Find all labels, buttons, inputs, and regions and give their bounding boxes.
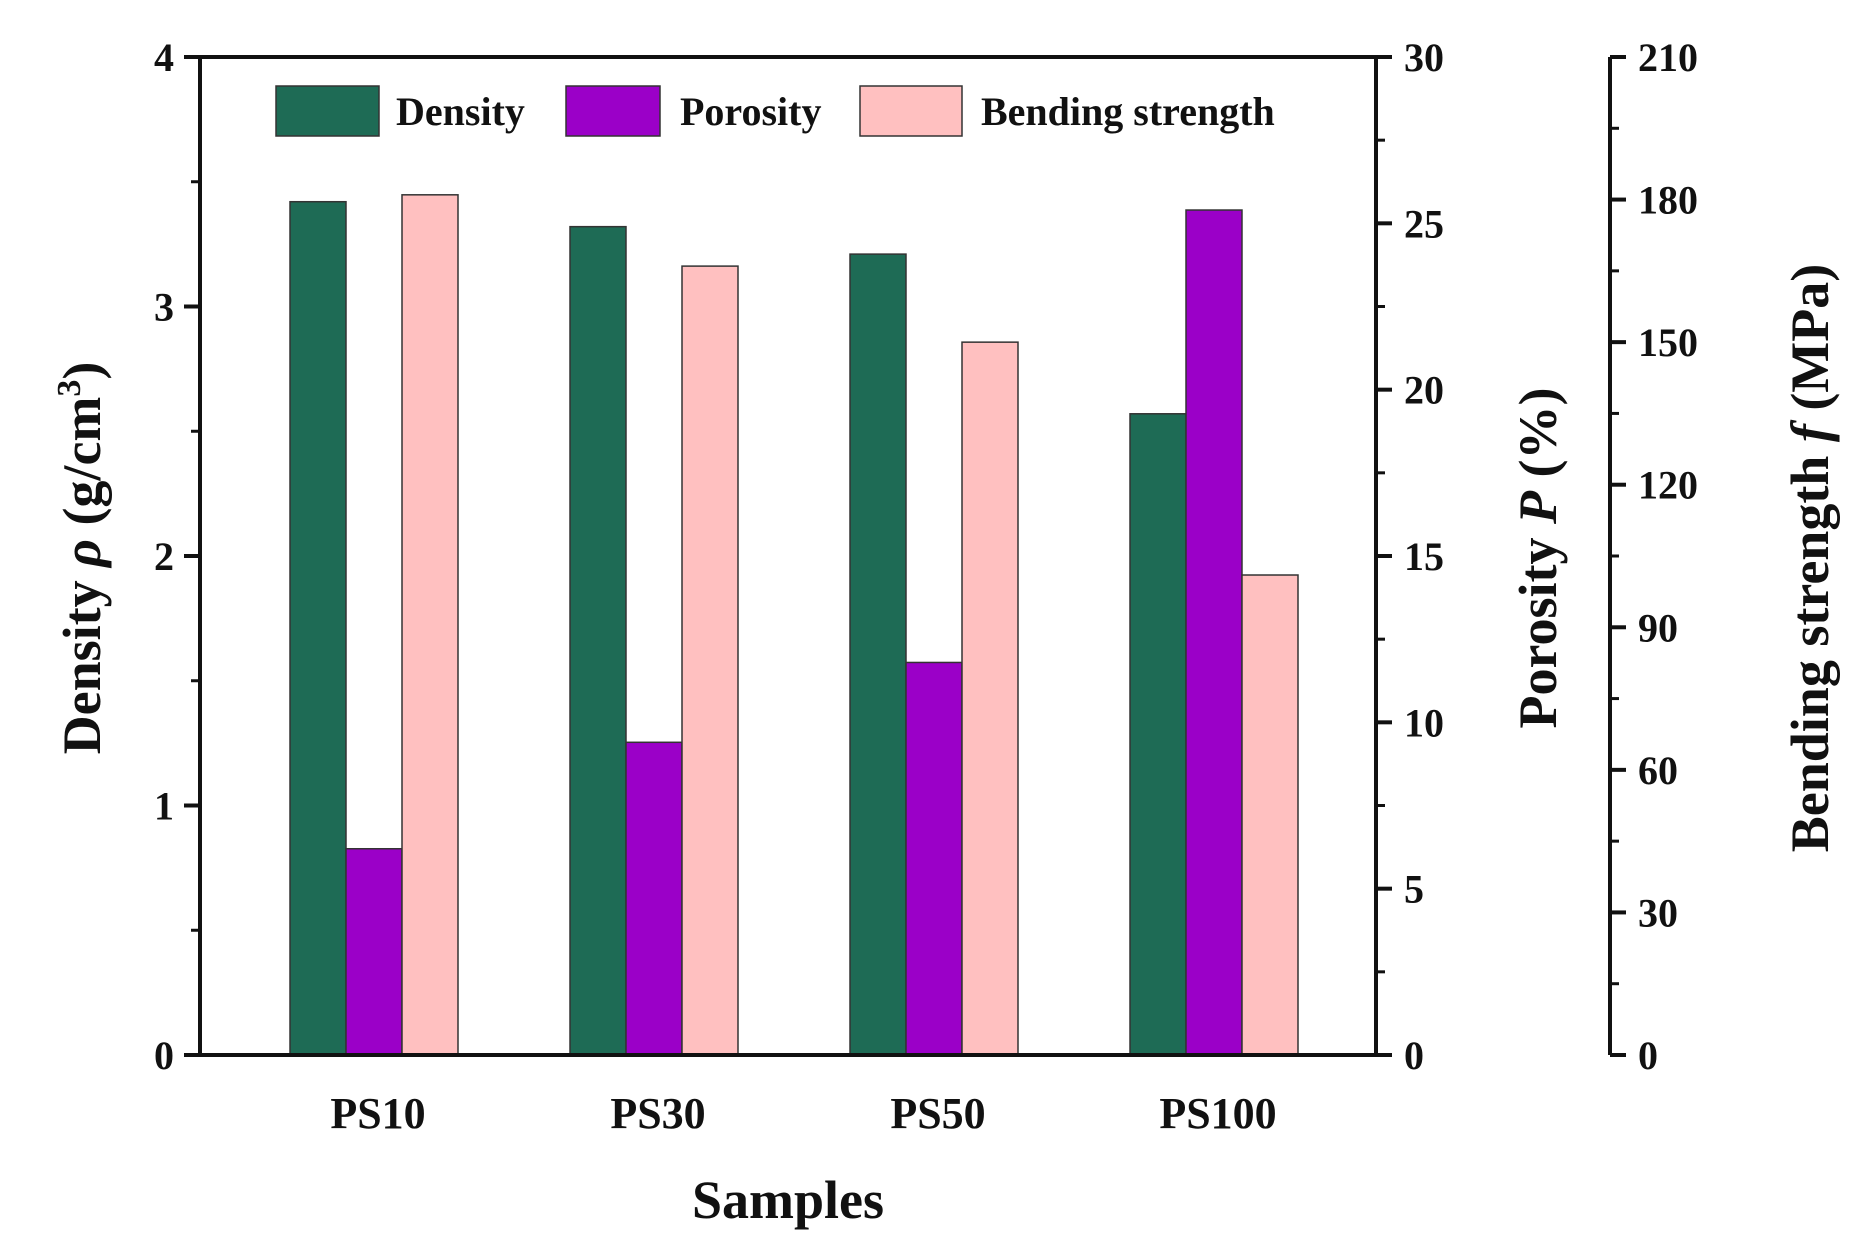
left-axis-tick-label: 0 bbox=[154, 1033, 174, 1078]
category-label-ps50: PS50 bbox=[890, 1089, 985, 1138]
legend-label-density: Density bbox=[396, 89, 525, 134]
bending-axis-tick-label: 120 bbox=[1638, 463, 1698, 508]
bending-axis-title: Bending strength f (MPa) bbox=[1780, 264, 1840, 853]
bar-porosity-ps10 bbox=[345, 847, 403, 1056]
x-axis-title: Samples bbox=[692, 1170, 884, 1230]
bar-density-ps100 bbox=[1129, 413, 1187, 1056]
porosity-axis-title: Porosity P (%) bbox=[1508, 388, 1568, 729]
category-label-ps30: PS30 bbox=[610, 1089, 705, 1138]
legend-swatch-bending-strength bbox=[859, 85, 963, 137]
left-axis-tick-label: 4 bbox=[154, 35, 174, 80]
legend-swatch-density bbox=[275, 85, 380, 137]
porosity-axis-tick-label: 15 bbox=[1404, 534, 1444, 579]
bending-axis-tick-label: 30 bbox=[1638, 890, 1678, 935]
bar-group bbox=[289, 194, 1299, 1056]
legend-label-bending-strength: Bending strength bbox=[981, 89, 1275, 134]
bar-density-ps10 bbox=[289, 200, 347, 1056]
category-label-ps10: PS10 bbox=[330, 1089, 425, 1138]
porosity-axis-tick-label: 0 bbox=[1404, 1033, 1424, 1078]
bar-porosity-ps50 bbox=[905, 661, 963, 1056]
tick-group: 0 1 2 3 4 0 5 10 15 20 25 30 0 30 60 90 120 150 180 210 bbox=[154, 35, 1698, 1078]
porosity-axis-tick-label: 25 bbox=[1404, 201, 1444, 246]
category-label-ps100: PS100 bbox=[1159, 1089, 1276, 1138]
left-axis-title: Density ρ (g/cm3) bbox=[51, 362, 112, 755]
bending-axis-tick-label: 210 bbox=[1638, 35, 1698, 80]
bar-bending-strength-ps50 bbox=[961, 341, 1019, 1056]
bar-density-ps30 bbox=[569, 225, 627, 1056]
porosity-axis-tick-label: 10 bbox=[1404, 700, 1444, 745]
bar-bending-strength-ps30 bbox=[681, 265, 739, 1056]
left-axis-tick-label: 3 bbox=[154, 285, 174, 330]
bar-porosity-ps30 bbox=[625, 741, 683, 1056]
left-axis-tick-label: 1 bbox=[154, 784, 174, 829]
bending-axis-tick-label: 180 bbox=[1638, 178, 1698, 223]
bending-axis-tick-label: 150 bbox=[1638, 320, 1698, 365]
legend-label-porosity: Porosity bbox=[680, 89, 821, 134]
porosity-axis-tick-label: 5 bbox=[1404, 867, 1424, 912]
bar-bending-strength-ps10 bbox=[401, 194, 459, 1056]
legend: Density Porosity Bending strength bbox=[275, 85, 1275, 137]
bar-density-ps50 bbox=[849, 253, 907, 1056]
legend-swatch-porosity bbox=[565, 85, 661, 137]
left-axis-tick-label: 2 bbox=[154, 534, 174, 579]
bending-axis-tick-label: 60 bbox=[1638, 748, 1678, 793]
bar-porosity-ps100 bbox=[1185, 209, 1243, 1056]
bending-axis-tick-label: 0 bbox=[1638, 1033, 1658, 1078]
porosity-axis-tick-label: 30 bbox=[1404, 35, 1444, 80]
bending-axis-tick-label: 90 bbox=[1638, 605, 1678, 650]
porosity-axis-tick-label: 20 bbox=[1404, 368, 1444, 413]
bar-bending-strength-ps100 bbox=[1241, 574, 1299, 1056]
